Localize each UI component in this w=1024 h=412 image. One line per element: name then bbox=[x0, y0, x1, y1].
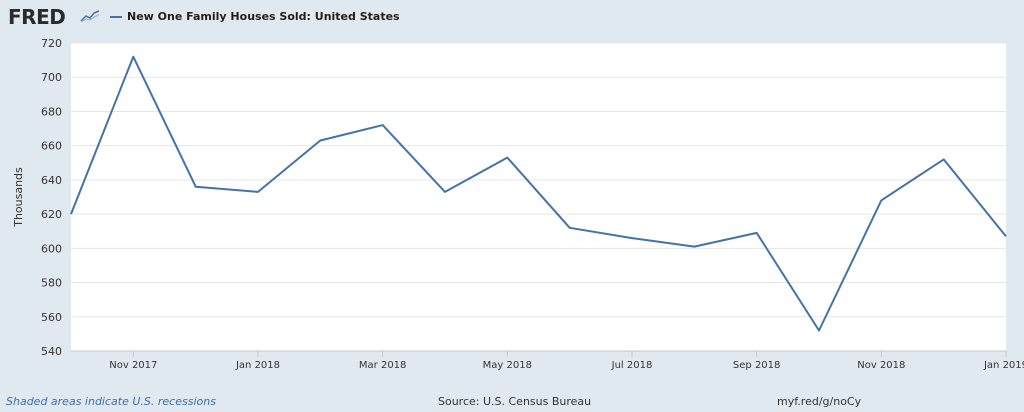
x-tick-label: Nov 2017 bbox=[109, 360, 157, 371]
source-text: Source: U.S. Census Bureau bbox=[438, 395, 592, 408]
series-layer bbox=[66, 52, 1011, 335]
data-point[interactable] bbox=[939, 154, 949, 164]
chart-header: FRED New One Family Houses Sold: United … bbox=[0, 0, 1024, 34]
data-point[interactable] bbox=[128, 52, 138, 62]
x-tick-label: Nov 2018 bbox=[857, 360, 905, 371]
series-line[interactable] bbox=[70, 55, 1007, 332]
fred-logo[interactable]: FRED bbox=[8, 5, 66, 29]
x-tick-label: Sep 2018 bbox=[733, 360, 780, 371]
x-tick-label: Jul 2018 bbox=[611, 360, 653, 371]
data-point[interactable] bbox=[440, 187, 450, 197]
x-tick-label: May 2018 bbox=[483, 360, 532, 371]
short-link[interactable]: myf.red/g/noCy bbox=[777, 395, 862, 408]
y-tick-label: 580 bbox=[41, 277, 62, 290]
legend-swatch bbox=[110, 15, 122, 18]
data-point[interactable] bbox=[627, 233, 637, 243]
legend-label: New One Family Houses Sold: United State… bbox=[127, 10, 400, 23]
data-point[interactable] bbox=[565, 223, 575, 233]
y-tick-label: 680 bbox=[41, 105, 62, 118]
y-tick-label: 540 bbox=[41, 345, 62, 358]
x-tick-labels: Nov 2017 Jan 2018 Mar 2018 May 2018 Jul 2018… bbox=[109, 351, 1024, 371]
data-point[interactable] bbox=[689, 242, 699, 252]
data-point[interactable] bbox=[253, 187, 263, 197]
data-point[interactable] bbox=[752, 228, 762, 238]
y-axis-label: Thousands bbox=[12, 167, 25, 228]
y-tick-label: 560 bbox=[41, 311, 62, 324]
y-tick-label: 620 bbox=[41, 208, 62, 221]
x-tick-label: Mar 2018 bbox=[359, 360, 407, 371]
y-tick-label: 700 bbox=[41, 71, 62, 84]
y-tick-label: 720 bbox=[41, 37, 62, 50]
fred-chart-icon bbox=[80, 9, 100, 23]
y-tick-label: 600 bbox=[41, 242, 62, 255]
x-tick-label: Jan 2019 bbox=[983, 360, 1024, 371]
data-point[interactable] bbox=[191, 182, 201, 192]
data-point[interactable] bbox=[876, 195, 886, 205]
data-point[interactable] bbox=[378, 120, 388, 130]
plot-area bbox=[71, 43, 1006, 351]
data-point[interactable] bbox=[1001, 231, 1011, 241]
y-tick-label: 660 bbox=[41, 140, 62, 153]
y-tick-labels: 540 560 580 600 620 640 660 680 700 720 bbox=[41, 37, 62, 358]
data-point[interactable] bbox=[814, 325, 824, 335]
data-point[interactable] bbox=[66, 209, 76, 219]
grid-lines bbox=[71, 42, 1006, 352]
chart-legend: New One Family Houses Sold: United State… bbox=[110, 10, 400, 23]
y-tick-label: 640 bbox=[41, 174, 62, 187]
data-point[interactable] bbox=[315, 136, 325, 146]
x-tick-label: Jan 2018 bbox=[235, 360, 280, 371]
recession-note-link[interactable]: Shaded areas indicate U.S. recessions bbox=[6, 395, 216, 408]
data-point[interactable] bbox=[502, 153, 512, 163]
